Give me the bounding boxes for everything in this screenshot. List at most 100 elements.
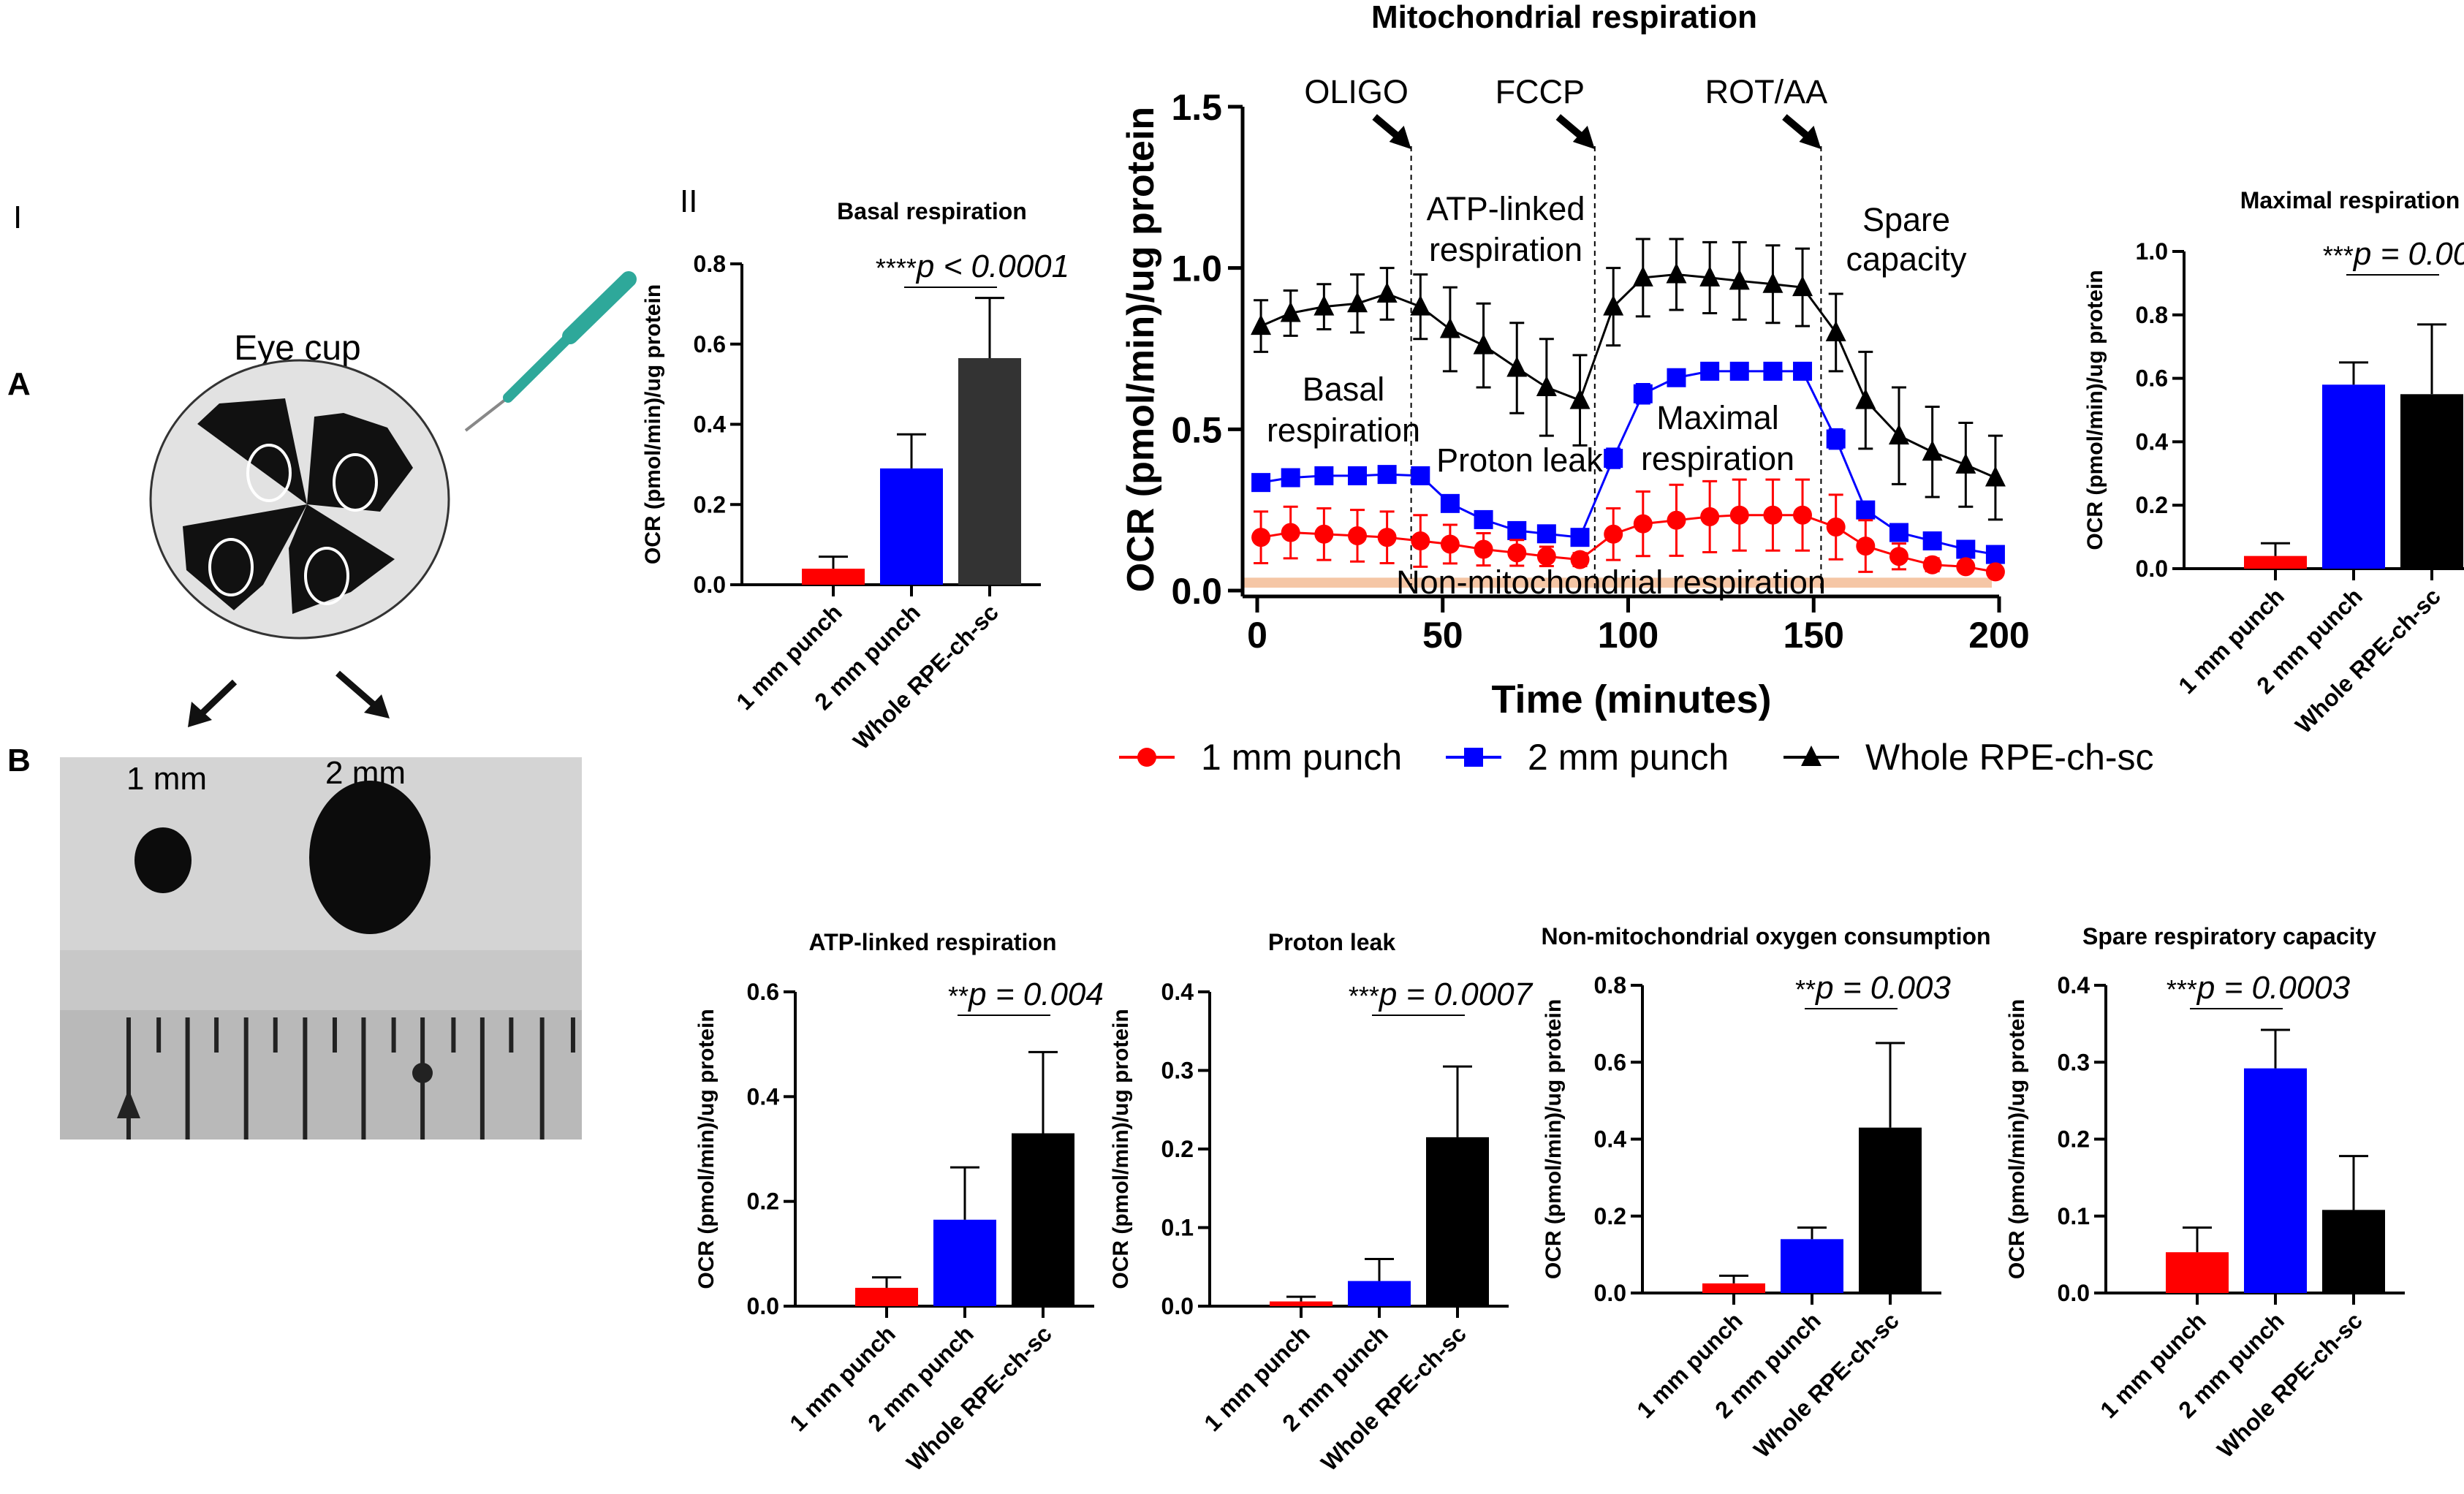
data-point	[1729, 505, 1749, 525]
significance-label: ***p = 0.0003	[2167, 970, 2351, 1006]
y-tick-label: 1.0	[1171, 249, 1222, 289]
y-tick-label: 0.2	[747, 1188, 779, 1215]
y-tick-label: 0.3	[2058, 1049, 2090, 1075]
y-tick-label: 0.6	[747, 979, 779, 1005]
bar-chart-basal: Basal respiration 0.0 0.2 0.4 0.6 0.8 OCR (pmo…	[641, 198, 1069, 754]
x-tick-label: 100	[1598, 615, 1659, 656]
data-point	[1700, 361, 1720, 381]
x-axis-label: Time (minutes)	[1491, 678, 1771, 721]
data-point	[1763, 361, 1783, 381]
injection-arrowhead-icon	[1389, 126, 1411, 149]
y-tick-label: 0.5	[1171, 409, 1222, 450]
label-1mm: 1 mm	[126, 761, 207, 797]
data-point	[1536, 524, 1556, 544]
bar	[802, 569, 865, 585]
y-tick-label: 0.3	[1161, 1058, 1194, 1084]
bar	[1702, 1283, 1765, 1293]
eye-cup-image: Eye cup	[149, 271, 637, 727]
y-tick-label: 0.6	[2136, 365, 2168, 392]
data-point	[1856, 500, 1876, 520]
data-point	[1348, 526, 1368, 545]
data-point	[1251, 473, 1271, 493]
bar-chart-spare: Spare respiratory capacity 0.0 0.1 0.2 0.3 0.…	[2005, 923, 2405, 1463]
y-axis-label: OCR (pmol/min)/ug protein	[2083, 270, 2107, 550]
data-point	[1667, 368, 1686, 387]
y-tick-label: 0.0	[2058, 1280, 2090, 1306]
panel-label-b: B	[7, 743, 31, 778]
data-point	[1251, 314, 1272, 335]
data-point	[1474, 539, 1493, 559]
chart-title: Maximal respiration	[2240, 187, 2460, 213]
injection-label: OLIGO	[1304, 73, 1409, 110]
data-point	[1281, 523, 1300, 542]
significance-stars: **	[1795, 974, 1816, 1004]
legend-label: 2 mm punch	[1528, 737, 1729, 778]
data-point	[1699, 265, 1721, 287]
tissue-petal	[289, 504, 395, 614]
y-tick-label: 0.2	[2136, 492, 2168, 518]
data-point	[1633, 514, 1653, 534]
punch-circle	[208, 538, 254, 596]
data-point	[1347, 292, 1368, 313]
y-axis-label: OCR (pmol/min)/ug protein	[1120, 107, 1162, 592]
legend: 1 mm punch 2 mm punch Whole RPE-ch-sc	[1119, 737, 2154, 778]
data-point	[1411, 531, 1430, 551]
x-tick-label: Whole RPE-ch-sc	[2212, 1307, 2368, 1463]
data-point	[1793, 505, 1813, 525]
ruler-dot	[412, 1063, 433, 1083]
data-point	[1440, 493, 1460, 513]
punch-photo: 1 mm 2 mm	[60, 755, 582, 1140]
y-tick-label: 0.4	[2136, 428, 2169, 455]
annotation-spare: Spare	[1862, 201, 1950, 238]
data-point	[1763, 505, 1783, 525]
panel-label-a: A	[7, 366, 31, 402]
p-value: p = 0.0007	[1378, 977, 1534, 1012]
data-point	[1956, 557, 1976, 577]
data-point	[1536, 375, 1557, 396]
annotation-maximal: Maximal	[1656, 399, 1779, 436]
arrow-icon	[188, 679, 238, 727]
data-point	[1377, 465, 1397, 485]
y-tick-label: 0.1	[1161, 1215, 1194, 1241]
p-value: p = 0.004	[967, 977, 1104, 1012]
p-value: p < 0.0001	[915, 249, 1069, 284]
punch-circle	[333, 453, 378, 512]
y-tick-label: 0.0	[1161, 1293, 1194, 1319]
significance-label: **p = 0.004	[948, 977, 1104, 1012]
data-point	[1955, 452, 1976, 474]
section-label-two: II	[680, 183, 697, 219]
data-point	[1666, 262, 1687, 284]
y-tick-label: 0.6	[1594, 1049, 1626, 1075]
bar	[2400, 394, 2463, 569]
bar	[1348, 1281, 1411, 1306]
data-point	[1348, 466, 1368, 485]
annotation-basal: Basal	[1303, 371, 1385, 408]
p-value: p = 0.003	[1814, 970, 1951, 1006]
data-point	[1251, 528, 1271, 547]
x-tick-label: Whole RPE-ch-sc	[1748, 1307, 1904, 1463]
x-tick-label: 200	[1968, 615, 2029, 656]
data-point	[1313, 295, 1335, 316]
data-point	[1603, 295, 1624, 316]
data-point	[1376, 281, 1398, 303]
bar	[2322, 384, 2385, 569]
data-point	[1856, 536, 1876, 556]
y-tick-label: 0.2	[694, 491, 726, 517]
bar	[2244, 1068, 2307, 1293]
y-tick-label: 1.5	[1171, 87, 1222, 128]
data-point	[1855, 388, 1876, 409]
data-point	[1507, 543, 1527, 563]
data-point	[1506, 356, 1528, 377]
annotation-maximal: respiration	[1641, 440, 1794, 477]
y-tick-label: 0.4	[1594, 1126, 1627, 1153]
bar	[958, 357, 1021, 585]
bar	[1012, 1133, 1074, 1306]
data-point	[1632, 265, 1653, 287]
y-tick-label: 0.2	[2058, 1126, 2090, 1153]
annotation-proton: Proton leak	[1436, 441, 1603, 479]
y-tick-label: 0.8	[2136, 302, 2168, 328]
data-point	[1922, 440, 1943, 461]
significance-label: **p = 0.003	[1795, 970, 1951, 1006]
data-point	[1826, 517, 1846, 537]
